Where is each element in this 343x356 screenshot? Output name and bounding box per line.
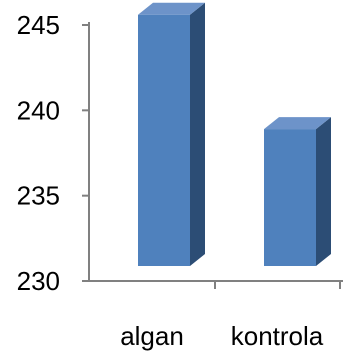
bar-top-face — [264, 117, 331, 130]
axis-labels: 230 235 240 245 algan kontrola — [17, 10, 324, 351]
y-tick-label: 245 — [17, 10, 60, 40]
y-tick-label: 240 — [17, 95, 60, 125]
bar-top-face — [138, 2, 205, 15]
y-tick-label: 235 — [17, 181, 60, 211]
y-tick-label: 230 — [17, 266, 60, 296]
axis-ticks — [82, 24, 341, 289]
bar-kontrola — [264, 117, 331, 267]
x-category-label: algan — [120, 321, 184, 351]
bar-front-face — [138, 14, 190, 267]
bar-side-face — [190, 2, 205, 266]
x-category-label: kontrola — [231, 321, 324, 351]
bar-algan — [138, 2, 205, 267]
bar-front-face — [264, 129, 316, 266]
bar-side-face — [316, 117, 331, 267]
bars-group — [138, 2, 331, 267]
